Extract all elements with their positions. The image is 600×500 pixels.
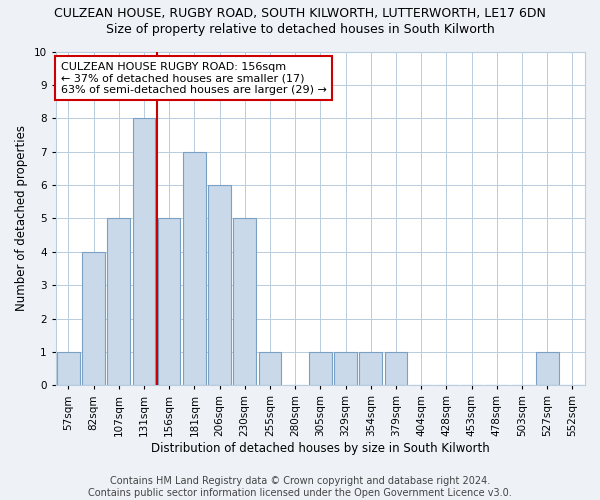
Text: CULZEAN HOUSE, RUGBY ROAD, SOUTH KILWORTH, LUTTERWORTH, LE17 6DN: CULZEAN HOUSE, RUGBY ROAD, SOUTH KILWORT… (54, 8, 546, 20)
Bar (309, 352, 332, 386)
Bar (208, 185, 231, 386)
Bar (259, 352, 281, 386)
X-axis label: Distribution of detached houses by size in South Kilworth: Distribution of detached houses by size … (151, 442, 490, 455)
Bar (334, 352, 357, 386)
Bar (158, 218, 181, 386)
Bar (359, 352, 382, 386)
Bar (133, 118, 155, 386)
Text: Size of property relative to detached houses in South Kilworth: Size of property relative to detached ho… (106, 22, 494, 36)
Bar (107, 218, 130, 386)
Bar (57, 352, 80, 386)
Bar (82, 252, 105, 386)
Bar (183, 152, 206, 386)
Text: Contains HM Land Registry data © Crown copyright and database right 2024.
Contai: Contains HM Land Registry data © Crown c… (88, 476, 512, 498)
Y-axis label: Number of detached properties: Number of detached properties (15, 126, 28, 312)
Bar (233, 218, 256, 386)
Bar (385, 352, 407, 386)
Text: CULZEAN HOUSE RUGBY ROAD: 156sqm
← 37% of detached houses are smaller (17)
63% o: CULZEAN HOUSE RUGBY ROAD: 156sqm ← 37% o… (61, 62, 327, 94)
Bar (536, 352, 559, 386)
